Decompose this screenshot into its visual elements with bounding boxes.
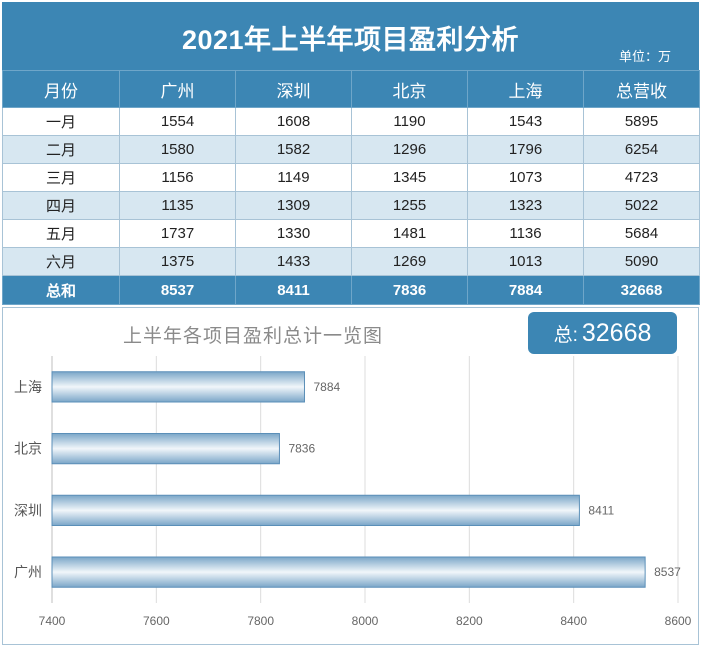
table-cell[interactable]: 5022 bbox=[583, 191, 700, 220]
x-tick-label: 7800 bbox=[247, 614, 274, 628]
total-badge-value: 32668 bbox=[581, 318, 652, 347]
total-badge-label: 总: bbox=[553, 324, 578, 346]
table-cell[interactable]: 5684 bbox=[583, 219, 700, 248]
table-cell[interactable]: 1255 bbox=[351, 191, 468, 220]
table-cell[interactable]: 1136 bbox=[467, 219, 584, 248]
table-cell[interactable]: 四月 bbox=[2, 191, 120, 220]
total-cell[interactable]: 8411 bbox=[235, 275, 352, 305]
header-banner: 2021年上半年项目盈利分析 单位：万 bbox=[2, 2, 699, 70]
table-cell[interactable]: 1433 bbox=[235, 247, 352, 276]
bar[interactable] bbox=[51, 371, 305, 403]
table-row: 二月 1580 1582 1296 1796 6254 bbox=[2, 135, 700, 164]
table-row: 五月 1737 1330 1481 1136 5684 bbox=[2, 219, 700, 248]
table-cell[interactable]: 1608 bbox=[235, 107, 352, 136]
column-header[interactable]: 月份 bbox=[2, 70, 120, 108]
table-header-row: 月份 广州 深圳 北京 上海 总营收 bbox=[2, 70, 700, 108]
data-label: 7884 bbox=[313, 380, 340, 394]
table-cell[interactable]: 1269 bbox=[351, 247, 468, 276]
table-cell[interactable]: 1323 bbox=[467, 191, 584, 220]
table-cell[interactable]: 1481 bbox=[351, 219, 468, 248]
table-cell[interactable]: 1135 bbox=[119, 191, 236, 220]
table-cell[interactable]: 1309 bbox=[235, 191, 352, 220]
x-tick-label: 8400 bbox=[560, 614, 587, 628]
x-tick-label: 7600 bbox=[143, 614, 170, 628]
table-row: 三月 1156 1149 1345 1073 4723 bbox=[2, 163, 700, 192]
chart-title: 上半年各项目盈利总计一览图 bbox=[122, 325, 383, 347]
table-cell[interactable]: 二月 bbox=[2, 135, 120, 164]
table-cell[interactable]: 1073 bbox=[467, 163, 584, 192]
table-cell[interactable]: 5090 bbox=[583, 247, 700, 276]
table-row: 一月 1554 1608 1190 1543 5895 bbox=[2, 107, 700, 136]
table-cell[interactable]: 1190 bbox=[351, 107, 468, 136]
table-cell[interactable]: 1554 bbox=[119, 107, 236, 136]
table-cell[interactable]: 五月 bbox=[2, 219, 120, 248]
x-tick-label: 8200 bbox=[456, 614, 483, 628]
column-header[interactable]: 深圳 bbox=[235, 70, 352, 108]
total-cell[interactable]: 7836 bbox=[351, 275, 468, 305]
table-cell[interactable]: 1149 bbox=[235, 163, 352, 192]
bar[interactable] bbox=[51, 556, 646, 588]
table-cell[interactable]: 1296 bbox=[351, 135, 468, 164]
profit-table: 月份 广州 深圳 北京 上海 总营收 一月 1554 1608 1190 1543 5895 二月 15… bbox=[2, 70, 700, 305]
column-header[interactable]: 总营收 bbox=[583, 70, 700, 108]
table-cell[interactable]: 1796 bbox=[467, 135, 584, 164]
table-body: 一月 1554 1608 1190 1543 5895 二月 1580 1582 1296 1796… bbox=[2, 107, 700, 276]
total-cell[interactable]: 32668 bbox=[583, 275, 700, 305]
table-cell[interactable]: 1156 bbox=[119, 163, 236, 192]
unit-label: 单位：万 bbox=[618, 49, 671, 64]
table-cell[interactable]: 6254 bbox=[583, 135, 700, 164]
category-label: 深圳 bbox=[14, 502, 42, 518]
table-cell[interactable]: 4723 bbox=[583, 163, 700, 192]
report-title: 2021年上半年项目盈利分析 bbox=[181, 25, 520, 55]
total-cell[interactable]: 总和 bbox=[2, 275, 120, 305]
table-cell[interactable]: 1580 bbox=[119, 135, 236, 164]
table-cell[interactable]: 1737 bbox=[119, 219, 236, 248]
table-cell[interactable]: 六月 bbox=[2, 247, 120, 276]
table-cell[interactable]: 1543 bbox=[467, 107, 584, 136]
total-cell[interactable]: 7884 bbox=[467, 275, 584, 305]
category-label: 北京 bbox=[14, 441, 42, 457]
data-label: 8537 bbox=[654, 565, 681, 579]
bar[interactable] bbox=[51, 432, 280, 465]
x-tick-label: 7400 bbox=[39, 614, 66, 628]
total-cell[interactable]: 8537 bbox=[119, 275, 236, 305]
column-header[interactable]: 上海 bbox=[467, 70, 584, 108]
x-tick-label: 8600 bbox=[665, 614, 692, 628]
table-cell[interactable]: 5895 bbox=[583, 107, 700, 136]
table-cell[interactable]: 1013 bbox=[467, 247, 584, 276]
category-label: 广州 bbox=[14, 564, 42, 580]
category-label: 上海 bbox=[14, 379, 42, 395]
table-row: 六月 1375 1433 1269 1013 5090 bbox=[2, 247, 700, 276]
x-tick-label: 8000 bbox=[352, 614, 379, 628]
bar-chart: 7400 7600 7800 8000 8200 8400 8600 上海 7884 北京 7836… bbox=[14, 356, 692, 628]
column-header[interactable]: 广州 bbox=[119, 70, 236, 108]
table-cell[interactable]: 一月 bbox=[2, 107, 120, 136]
total-badge: 总: 32668 bbox=[528, 312, 677, 354]
column-header[interactable]: 北京 bbox=[351, 70, 468, 108]
data-label: 7836 bbox=[288, 442, 315, 456]
table-cell[interactable]: 1345 bbox=[351, 163, 468, 192]
table-cell[interactable]: 1330 bbox=[235, 219, 352, 248]
table-total-row: 总和 8537 8411 7836 7884 32668 bbox=[2, 275, 700, 305]
table-cell[interactable]: 三月 bbox=[2, 163, 120, 192]
table-cell[interactable]: 1582 bbox=[235, 135, 352, 164]
data-label: 8411 bbox=[588, 503, 614, 517]
table-row: 四月 1135 1309 1255 1323 5022 bbox=[2, 191, 700, 220]
table-cell[interactable]: 1375 bbox=[119, 247, 236, 276]
chart-panel[interactable]: 上半年各项目盈利总计一览图 总: 32668 7400 7600 7800 8000 8… bbox=[2, 307, 699, 645]
bar[interactable] bbox=[51, 494, 580, 527]
